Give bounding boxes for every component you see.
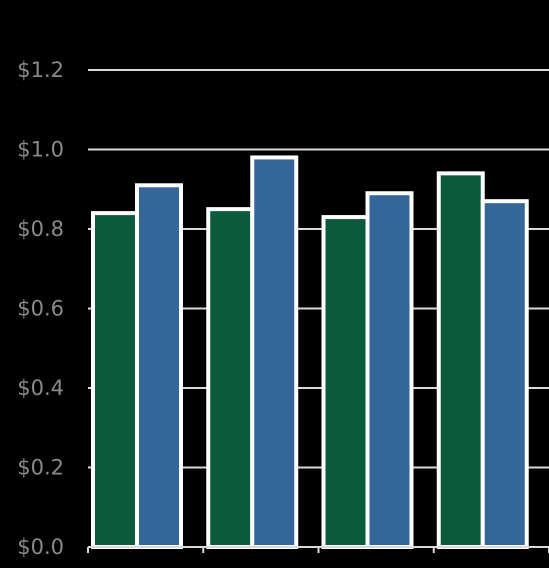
- bar-series-2-category-3: [365, 191, 414, 549]
- y-tick-label: $1.2: [17, 58, 64, 82]
- y-tick-label: $0.4: [17, 376, 64, 400]
- bar-series-1-category-4: [436, 171, 485, 549]
- y-tick-label: $0.2: [17, 456, 64, 480]
- y-tick-label: $0.6: [17, 297, 64, 321]
- bar-series-1-category-3: [321, 215, 370, 549]
- bars: [91, 155, 529, 550]
- bar-series-2-category-4: [480, 199, 529, 550]
- y-tick-label: $0.0: [17, 535, 64, 559]
- bar-series-1-category-2: [206, 207, 255, 549]
- y-axis-tick-labels: $0.0 $0.2 $0.4 $0.6 $0.8 $1.0 $1.2: [17, 58, 64, 559]
- x-axis: [87, 546, 549, 553]
- y-tick-label: $0.8: [17, 217, 64, 241]
- bar-series-2-category-1: [135, 183, 183, 549]
- bar-series-2-category-2: [250, 155, 299, 549]
- bar-series-1-category-1: [91, 211, 139, 549]
- y-tick-label: $1.0: [17, 138, 64, 162]
